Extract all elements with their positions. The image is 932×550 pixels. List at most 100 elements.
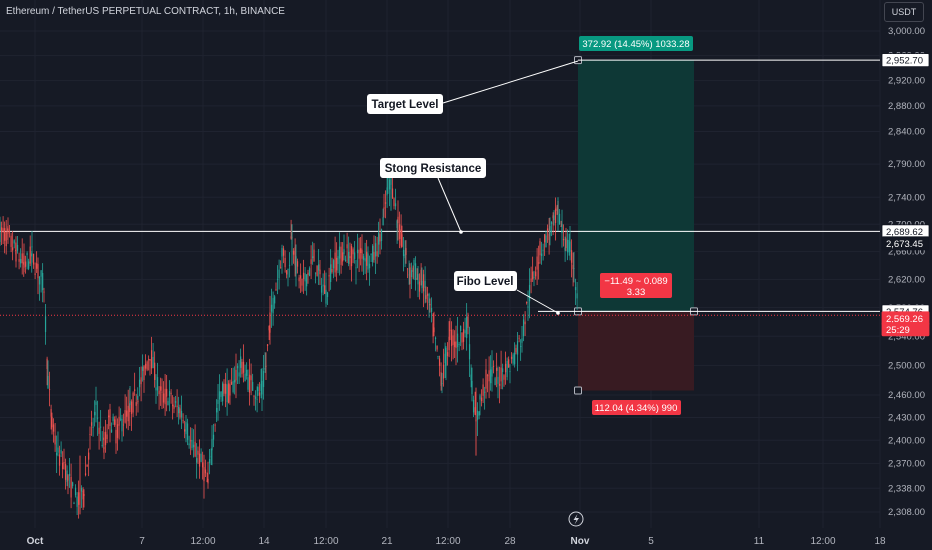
candle-body [115, 429, 117, 444]
candle-body [7, 228, 9, 234]
candle-body [540, 253, 543, 257]
callout-anchor [556, 311, 560, 315]
candle-body [78, 492, 80, 505]
annotations[interactable]: Target Level Stong Resistance Fibo Level 37… [367, 36, 693, 527]
candle-body [229, 384, 231, 396]
candle-body [482, 384, 484, 396]
candle-body [504, 363, 507, 373]
price-label-box [881, 322, 930, 337]
x-tick-label: 28 [504, 536, 516, 547]
candle-body [176, 405, 178, 408]
candle-body [210, 456, 212, 458]
candle-body [360, 248, 362, 253]
candle-body [574, 287, 577, 291]
candle-body [10, 235, 12, 247]
candle-body [84, 473, 87, 476]
candle-body [142, 366, 144, 371]
candle-body [57, 447, 59, 453]
candle-body [185, 422, 187, 435]
candle-body [386, 187, 388, 196]
x-tick-label: 12:00 [313, 536, 338, 547]
candle-body [533, 276, 535, 278]
candle-body [23, 255, 25, 268]
candle-body [337, 256, 339, 264]
candle-body [257, 387, 259, 392]
stop-label: 112.04 (4.34%) 990 [595, 403, 678, 414]
candle-body [109, 409, 111, 426]
candle-body [134, 389, 136, 391]
candle-body [230, 381, 233, 385]
candle-body [228, 383, 230, 403]
candle-body [42, 272, 44, 291]
candle-body [36, 263, 38, 269]
candle-body [287, 269, 289, 270]
candle-body [512, 354, 514, 364]
candle-body [278, 269, 280, 279]
price-label: 25:29 [886, 325, 910, 336]
price-axis[interactable]: 3,000.002,960.002,920.002,880.002,840.00… [881, 26, 930, 518]
time-axis[interactable]: Oct 7 12:00 14 12:00 21 12:00 28 Nov 5 11 12:00 18 [27, 536, 886, 547]
candle-body [316, 265, 318, 276]
candle-body [306, 274, 308, 287]
y-tick-label: 2,840.00 [888, 127, 925, 138]
candle-body [539, 241, 541, 256]
candle-body [150, 350, 153, 369]
candle-body [368, 263, 371, 269]
lightning-icon[interactable] [568, 511, 584, 527]
candle-body [282, 248, 285, 256]
candle-body [74, 487, 77, 496]
candle-body [16, 244, 19, 251]
candle-body [0, 221, 1, 243]
price-label: 2,569.26 [886, 314, 923, 325]
candle-body [396, 220, 398, 228]
candle-body [170, 392, 172, 394]
candle-body [521, 338, 523, 343]
candle-body [140, 377, 142, 385]
candle-body [442, 364, 445, 379]
candle-body [286, 270, 288, 275]
callout-box [367, 94, 443, 114]
currency-button[interactable]: USDT [884, 2, 924, 22]
candle-body [532, 271, 534, 280]
candle-body [96, 417, 99, 419]
candle-body [24, 261, 27, 267]
candle-body [207, 478, 209, 484]
candle-body [383, 207, 385, 209]
candle-body [413, 259, 415, 266]
candle-body [216, 407, 218, 413]
x-tick-label: 18 [874, 536, 886, 547]
candle-body [2, 228, 4, 233]
candle-body [440, 372, 442, 386]
candle-body [47, 376, 49, 389]
x-tick-label: 5 [648, 536, 654, 547]
candle-body [450, 329, 453, 347]
candle-body [203, 467, 205, 482]
candle-body [374, 243, 377, 257]
candle-body [373, 251, 375, 260]
candle-body [138, 379, 141, 388]
grid [0, 0, 881, 528]
candle-body [429, 304, 431, 306]
candle-body [518, 337, 520, 339]
candle-body [354, 252, 356, 259]
candle-body [494, 378, 496, 386]
y-tick-label: 2,620.00 [888, 274, 925, 285]
price-label-box [881, 53, 930, 68]
callout-connector [437, 177, 462, 233]
candle-body [178, 406, 180, 414]
candle-body [549, 226, 551, 236]
candle-body [265, 365, 267, 367]
candle-body [349, 256, 351, 259]
candle-body [110, 429, 113, 433]
candle-body [336, 257, 338, 271]
candle-body [573, 268, 575, 270]
candle-body [121, 418, 123, 432]
candle-body [500, 367, 502, 382]
candle-body [272, 297, 274, 314]
candle-body [510, 356, 513, 359]
candle-body [378, 232, 380, 245]
candle-body [88, 452, 90, 460]
callout-anchor [459, 230, 463, 234]
candle-body [328, 275, 330, 277]
